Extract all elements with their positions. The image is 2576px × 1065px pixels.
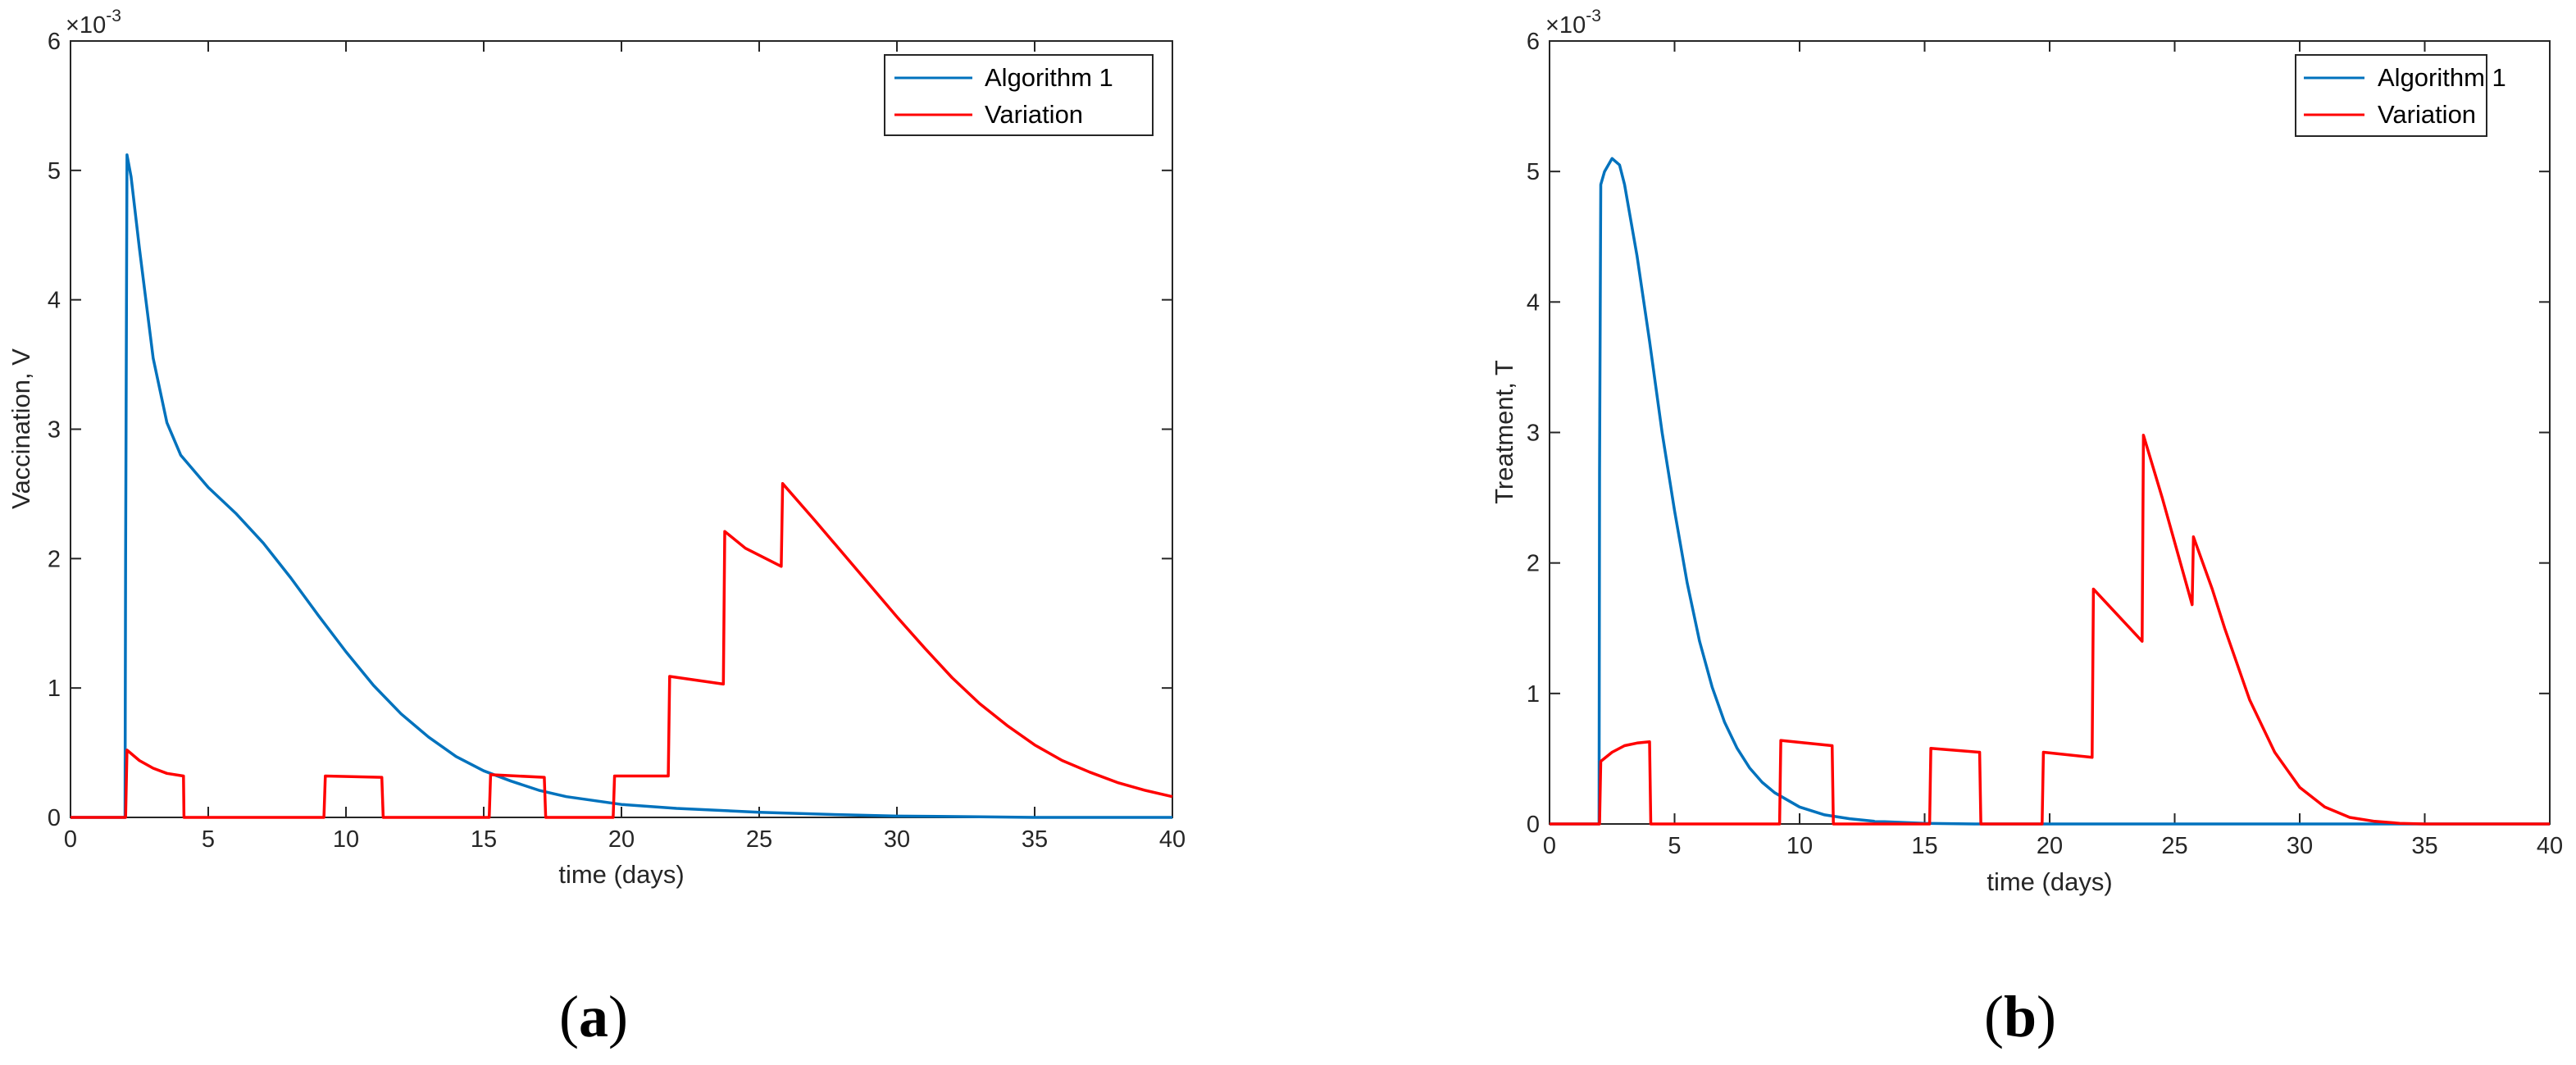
y-tick-label-b: 1 xyxy=(1527,681,1540,708)
x-tick-label-a: 15 xyxy=(471,826,497,853)
y-tick-label-a: 1 xyxy=(48,676,61,702)
y-tick-label-b: 0 xyxy=(1527,812,1540,838)
x-tick-label-a: 30 xyxy=(884,826,910,853)
y-axis-title-a: Vaccination, V xyxy=(7,348,35,509)
y-tick-label-b: 2 xyxy=(1527,551,1540,577)
y-exponent-b: -3 xyxy=(1586,7,1601,25)
caption-open-paren-a: ( xyxy=(559,984,579,1049)
chart-panel-b: 0 5 10 15 20 25 30 35 40 0 1 2 3 4 5 6 ×10-3 time (days… xyxy=(1490,7,2563,1049)
x-tick-label-b: 10 xyxy=(1786,833,1813,859)
series-line-variation-a xyxy=(71,482,1173,819)
y-tick-label-b: 4 xyxy=(1527,289,1540,316)
caption-letter-a: a xyxy=(579,984,608,1049)
plot-area-a xyxy=(70,40,1173,818)
x-tick-label-b: 30 xyxy=(2287,833,2313,859)
caption-close-paren-a: ) xyxy=(608,984,628,1049)
panel-caption-a: (a) xyxy=(559,984,628,1049)
legend-label-variation-a: Variation xyxy=(985,100,1083,129)
x-tick-label-a: 5 xyxy=(202,826,215,853)
y-tick-label-b: 5 xyxy=(1527,159,1540,185)
x-tick-label-b: 15 xyxy=(1911,833,1937,859)
y-tick-label-a: 6 xyxy=(48,29,61,55)
legend-label-algorithm-1-a: Algorithm 1 xyxy=(985,63,1113,92)
x-tick-label-b: 40 xyxy=(2537,833,2563,859)
legend-box-b xyxy=(2295,54,2487,137)
y-exponent-label-b: ×10-3 xyxy=(1545,7,1601,39)
y-tick-label-a: 4 xyxy=(48,288,61,314)
chart-panel-a: 0 5 10 15 20 25 30 35 40 0 1 2 3 4 5 6 ×10-3 time (days… xyxy=(7,7,1186,1049)
panel-caption-b: (b) xyxy=(1984,984,2056,1049)
x-tick-label-a: 35 xyxy=(1022,826,1048,853)
x-tick-label-b: 35 xyxy=(2411,833,2437,859)
y-multiplier-b: ×10 xyxy=(1545,12,1586,39)
y-axis-title-b: Treatment, T xyxy=(1490,360,1518,504)
legend-box-a xyxy=(884,54,1154,136)
caption-letter-b: b xyxy=(2004,984,2037,1049)
y-tick-label-a: 3 xyxy=(48,417,61,444)
y-tick-label-a: 5 xyxy=(48,158,61,184)
caption-open-paren-b: ( xyxy=(1984,984,2004,1049)
x-tick-label-a: 10 xyxy=(333,826,359,853)
y-multiplier-a: ×10 xyxy=(66,12,106,39)
y-tick-label-b: 6 xyxy=(1527,29,1540,55)
y-tick-label-a: 0 xyxy=(48,805,61,831)
series-lines-a xyxy=(71,153,1173,819)
x-tick-label-b: 5 xyxy=(1668,833,1681,859)
x-axis-title-a: time (days) xyxy=(558,860,684,889)
legend-label-algorithm-1-b: Algorithm 1 xyxy=(2378,63,2506,92)
y-tick-label-a: 2 xyxy=(48,546,61,572)
legend-b: Algorithm 1 Variation xyxy=(2295,54,2506,137)
caption-close-paren-b: ) xyxy=(2037,984,2056,1049)
x-tick-label-b: 25 xyxy=(2161,833,2187,859)
x-tick-label-b: 0 xyxy=(1543,833,1556,859)
plot-area-b xyxy=(1549,40,2551,825)
x-tick-label-a: 25 xyxy=(746,826,772,853)
y-exponent-label-a: ×10-3 xyxy=(66,7,121,39)
series-line-algorithm-1-a xyxy=(71,153,1172,819)
x-tick-label-a: 0 xyxy=(64,826,77,853)
x-tick-label-a: 40 xyxy=(1159,826,1186,853)
y-exponent-a: -3 xyxy=(106,7,121,25)
series-lines-b xyxy=(1550,157,2550,826)
legend-label-variation-b: Variation xyxy=(2378,100,2476,129)
x-axis-title-b: time (days) xyxy=(1987,867,2112,896)
legend-a: Algorithm 1 Variation xyxy=(884,54,1154,136)
series-line-algorithm-1-b xyxy=(1550,157,2550,826)
x-tick-label-a: 20 xyxy=(608,826,635,853)
series-line-variation-b xyxy=(1550,433,2550,826)
y-tick-label-b: 3 xyxy=(1527,421,1540,447)
x-tick-label-b: 20 xyxy=(2037,833,2063,859)
